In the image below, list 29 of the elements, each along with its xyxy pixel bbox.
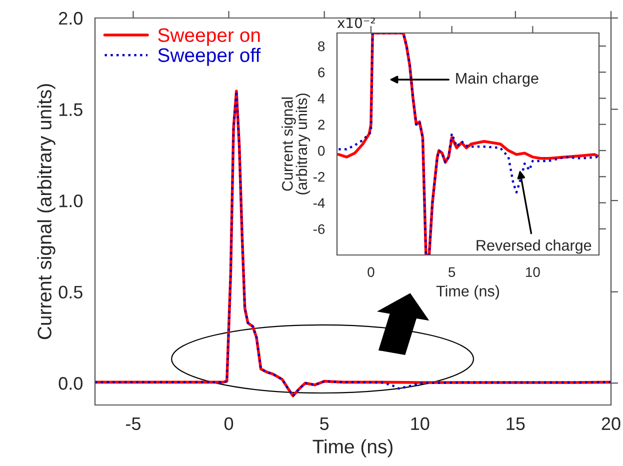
x-axis-title: Time (ns) [436,285,500,300]
y-tick-label: 6 [318,68,325,78]
y-tick-label: -6 [313,224,325,234]
y-tick-label: 1.5 [59,103,82,116]
y-tick-label: -2 [313,172,324,182]
legend-label: Sweeper off [158,48,261,66]
x-tick-label: -5 [126,417,140,430]
y-tick-label: -4 [313,198,325,208]
y-tick-label: 8 [318,41,325,52]
y-tick-label: 4 [318,94,325,104]
y-axis-title: Current signal (arbitrary units) [282,94,310,194]
y-tick-label: 2 [318,120,324,130]
x-tick-label: 10 [411,417,430,430]
y-axis-title: Current signal (arbitrary units) [37,84,56,340]
y-tick-label: 1.0 [59,194,82,208]
x-tick-label: 15 [506,417,525,430]
x-tick-label: 20 [602,417,620,430]
x-tick-label: 0 [368,267,374,278]
y-tick-label: 0.0 [58,377,82,390]
y-tick-label: 2.0 [59,12,82,25]
legend-label: Sweeper on [158,28,260,46]
y-tick-label: 0 [318,146,325,156]
y-tick-label: 0.5 [58,286,82,299]
x-tick-label: 0 [224,417,234,430]
x-tick-label: 5 [448,267,456,278]
x-tick-label: 10 [526,267,540,278]
x-tick-label: 5 [320,417,329,430]
x-axis-title: Time (ns) [312,439,392,458]
annotation: x10⁻² [337,18,375,28]
